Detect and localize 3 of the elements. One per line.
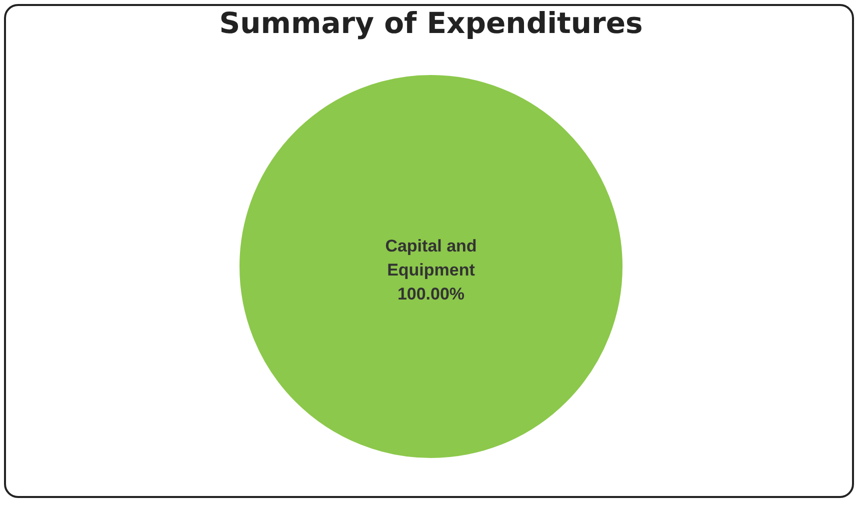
chart-title: Summary of Expenditures: [219, 6, 643, 40]
data-label: 100.00%: [397, 284, 465, 304]
slice-label: Capital and Equipment: [385, 236, 477, 280]
